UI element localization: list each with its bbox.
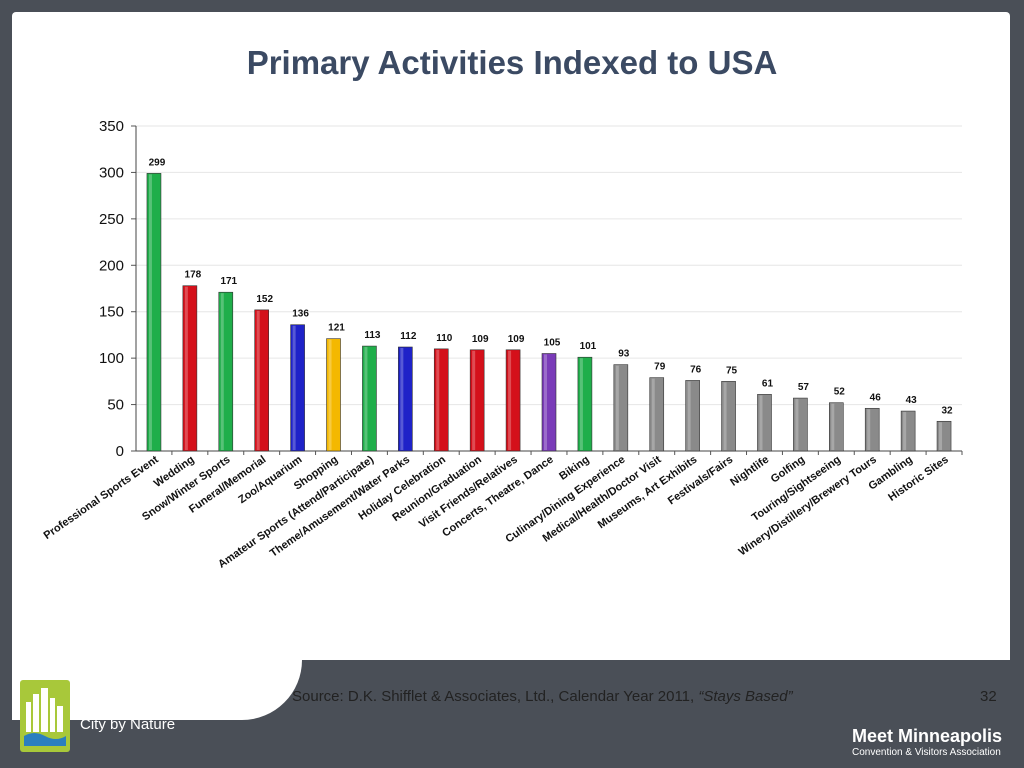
y-tick-label: 100 [99,350,124,367]
bar [326,338,341,452]
data-label: 109 [508,334,525,345]
data-label: 299 [149,157,166,168]
logo-main-text: Minneapolis [80,679,271,717]
bar-highlight [148,174,152,450]
bar-highlight [831,403,835,450]
chart-title: Primary Activities Indexed to USA [246,44,778,81]
y-tick-label: 0 [116,443,124,460]
bar [721,381,736,452]
data-label: 171 [220,276,237,287]
meet-sub-text: Convention & Visitors Association [852,747,1001,758]
bar [218,291,234,452]
bar-highlight [903,412,907,450]
data-label: 113 [364,330,381,341]
bar-highlight [436,349,440,450]
bar-highlight [867,409,871,450]
bar-highlight [328,339,332,450]
data-label: 52 [834,387,846,398]
source-citation: Source: D.K. Shifflet & Associates, Ltd.… [292,688,793,705]
y-tick-label: 150 [99,304,124,321]
bar [864,407,880,452]
y-tick-label: 300 [99,164,124,181]
bar [541,353,557,452]
bar [505,349,521,452]
data-label: 136 [292,309,309,320]
bar [362,345,377,452]
logo-sub-text: City by Nature [80,716,176,733]
bar-highlight [292,325,296,450]
data-label: 93 [618,349,630,360]
slide-background [12,12,1010,662]
bar-highlight [579,358,583,450]
bar [793,397,808,452]
bar [829,402,844,452]
bar-highlight [687,381,691,450]
bar-highlight [472,350,476,450]
data-label: 57 [798,382,810,393]
meet-main-text: Meet Minneapolis [852,726,1003,746]
bar [182,285,198,452]
data-label: 75 [726,365,738,376]
data-label: 178 [185,270,202,281]
bar-highlight [615,365,619,450]
bar [290,324,305,452]
bar [936,420,952,452]
bar-highlight [759,395,763,450]
data-label: 79 [654,362,666,373]
bar [613,364,629,452]
data-label: 76 [690,364,702,375]
bar [254,309,269,452]
page-number: 32 [980,688,997,705]
bar-highlight [508,350,512,450]
minneapolis-logo: Minneapolis City by Nature [80,680,271,734]
bar-highlight [184,286,188,450]
minneapolis-logo-icon [20,680,70,752]
bar-highlight [400,348,404,450]
category-label: Professional Sports Event [42,453,161,542]
meet-minneapolis-logo: Meet Minneapolis Convention & Visitors A… [852,726,1002,758]
y-tick-label: 350 [99,118,124,135]
bar-highlight [220,293,224,450]
bar-highlight [795,399,799,450]
data-label: 121 [328,323,345,334]
data-label: 46 [870,392,882,403]
data-label: 105 [544,338,561,349]
bar [757,394,772,452]
category-label: Nightlife [728,454,771,489]
data-label: 112 [400,331,417,342]
bar-highlight [256,310,260,450]
y-tick-label: 50 [107,397,124,414]
source-italic: “Stays Based” [698,688,793,705]
data-label: 101 [580,341,597,352]
bar-chart: 0 50 100 150 200 250 300 350 299 Professional Sp… [42,118,963,571]
bar [146,173,162,452]
bar [469,349,485,452]
bar-highlight [723,382,727,450]
data-label: 43 [906,395,918,406]
bar [900,410,916,452]
bar-highlight [544,354,547,450]
bar-highlight [939,422,943,450]
bar-highlight [651,378,655,450]
data-label: 32 [941,405,953,416]
bar-highlight [364,347,368,450]
y-tick-label: 200 [99,257,124,274]
bar [685,380,700,452]
data-label: 110 [436,333,453,344]
data-label: 152 [256,294,273,305]
bar [433,348,449,452]
bar [649,377,665,452]
category-label: Festivals/Fairs [666,454,735,508]
y-tick-label: 250 [99,211,124,228]
bar [398,346,413,452]
source-text: Source: D.K. Shifflet & Associates, Ltd.… [292,688,699,705]
data-label: 109 [472,334,489,345]
data-label: 61 [762,378,774,389]
bar [577,356,593,452]
